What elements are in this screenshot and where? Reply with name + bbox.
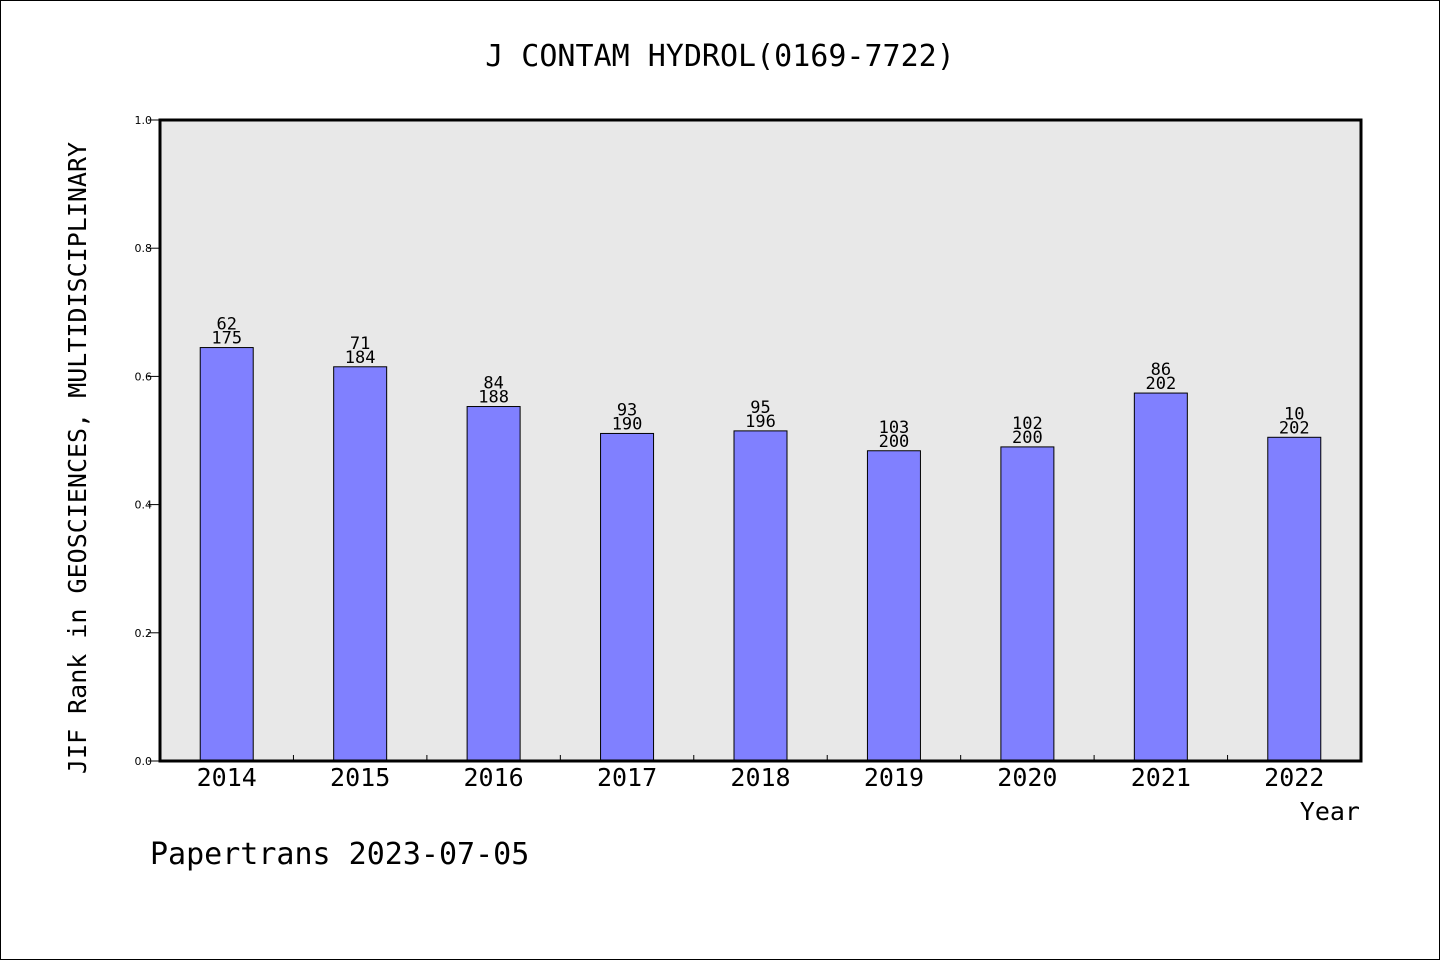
bar-rank-label: 86 — [1151, 360, 1171, 380]
x-tick-label: 2020 — [997, 763, 1057, 792]
bar-total-label: 200 — [1012, 428, 1043, 448]
y-tick-label: 0.2 — [135, 627, 153, 640]
x-tick-label: 2018 — [730, 763, 790, 792]
bar — [866, 450, 921, 762]
bar — [333, 366, 388, 762]
chart-title: J CONTAM HYDROL(0169-7722) — [485, 39, 955, 74]
bar-rank-label: 95 — [750, 398, 770, 418]
x-tick-label: 2015 — [330, 763, 390, 792]
bar-total-label: 175 — [211, 329, 242, 349]
bar-total-label: 184 — [345, 348, 376, 368]
bar — [199, 347, 254, 762]
bar-rank-label: 103 — [879, 418, 910, 438]
bar-total-label: 202 — [1145, 374, 1176, 394]
bar-rank-label: 71 — [350, 334, 370, 354]
bar-rank-label: 102 — [1012, 414, 1043, 434]
x-axis-label: Year — [1300, 797, 1360, 826]
y-axis-label: JIF Rank in GEOSCIENCES, MULTIDISCIPLINA… — [63, 142, 92, 774]
bar — [600, 432, 655, 762]
y-tick-label: 0.0 — [135, 755, 153, 768]
bar-rank-label: 93 — [617, 400, 637, 420]
bar-rank-label: 10 — [1284, 404, 1304, 424]
bar — [733, 430, 788, 762]
y-tick-label: 1.0 — [135, 114, 153, 127]
x-tick-label: 2021 — [1131, 763, 1191, 792]
plot-border — [158, 118, 1363, 763]
footer-text: Papertrans 2023-07-05 — [150, 837, 529, 872]
bar — [466, 406, 521, 762]
bar-total-label: 200 — [879, 432, 910, 452]
bar-total-label: 190 — [612, 414, 643, 434]
x-tick-label: 2022 — [1264, 763, 1324, 792]
y-tick-label: 0.8 — [135, 242, 153, 255]
x-tick-label: 2014 — [197, 763, 257, 792]
bar — [1267, 436, 1322, 762]
x-tick-label: 2017 — [597, 763, 657, 792]
bar-total-label: 188 — [478, 388, 509, 408]
y-tick-label: 0.4 — [135, 499, 153, 512]
bar-rank-label: 62 — [216, 315, 236, 335]
bar — [1000, 446, 1055, 762]
bar-rank-label: 84 — [483, 374, 503, 394]
x-tick-label: 2016 — [464, 763, 524, 792]
y-tick-label: 0.6 — [135, 370, 153, 383]
bar-total-label: 202 — [1279, 418, 1310, 438]
bar-total-label: 196 — [745, 412, 776, 432]
bar — [1133, 392, 1188, 762]
x-tick-label: 2019 — [864, 763, 924, 792]
